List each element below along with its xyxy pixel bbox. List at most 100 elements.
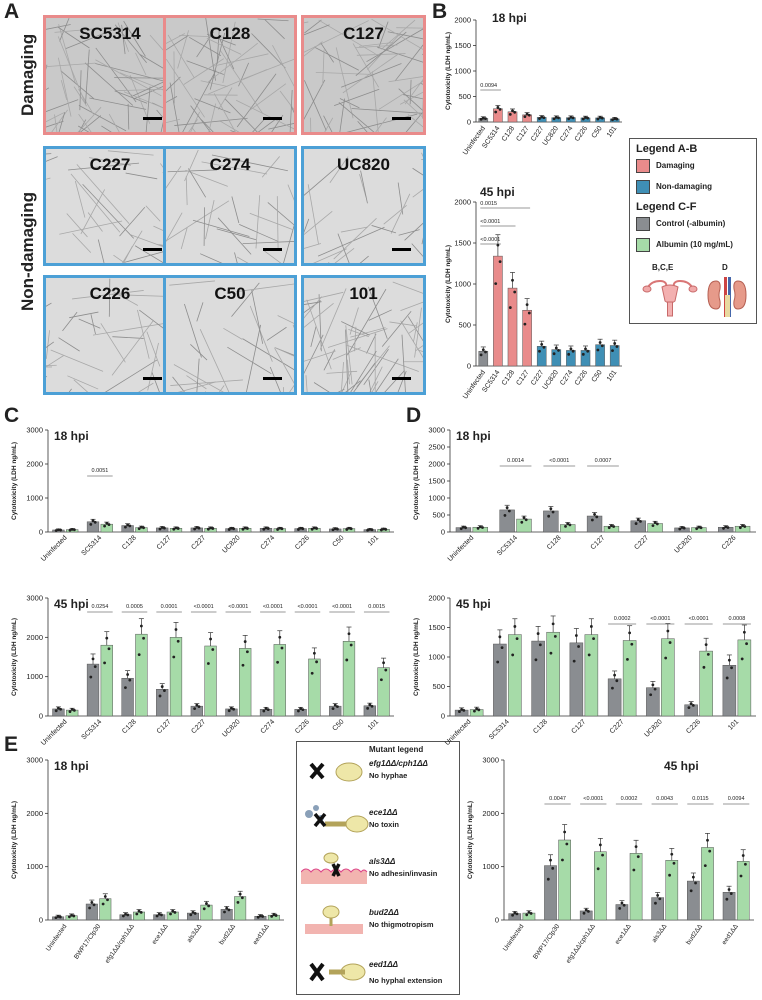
x-tick-label: SC5314 <box>496 534 519 557</box>
data-point <box>197 526 201 530</box>
data-point <box>565 842 569 846</box>
data-point <box>697 525 701 529</box>
x-tick-label: C227 <box>190 718 207 735</box>
data-point <box>508 112 512 116</box>
data-point <box>498 260 502 264</box>
data-point <box>297 709 300 713</box>
data-point <box>256 915 260 919</box>
data-point <box>227 528 231 531</box>
chart-c-18hpi: 0 1000 2000 3000 Cytotoxicity (LDH ng/mL) 18 … <box>11 426 394 563</box>
data-point <box>680 526 684 529</box>
data-point <box>612 525 616 528</box>
data-point <box>682 526 686 530</box>
data-point <box>227 908 231 912</box>
data-point <box>538 349 541 353</box>
y-tick-label: 3000 <box>26 756 43 765</box>
data-point <box>139 525 143 529</box>
x-tick-label: C128 <box>546 534 563 551</box>
bar <box>508 913 522 921</box>
data-point <box>126 523 130 527</box>
data-point <box>534 658 538 662</box>
y-tick-label: 1000 <box>482 862 499 871</box>
data-point <box>581 352 585 356</box>
bar <box>684 704 698 717</box>
p-value-label: 0.0047 <box>549 796 566 802</box>
micrograph-tile: C227 <box>43 146 177 266</box>
data-point <box>634 845 638 849</box>
x-tick-label: UC820 <box>542 125 560 147</box>
data-point <box>615 345 619 348</box>
y-tick-label: 2000 <box>26 633 43 642</box>
p-value-label: <0.0001 <box>549 458 569 464</box>
p-value-label: <0.0001 <box>583 796 603 802</box>
data-point <box>173 911 177 914</box>
data-point <box>741 854 745 857</box>
data-point <box>584 347 587 351</box>
data-point <box>670 852 674 856</box>
data-point <box>571 349 575 353</box>
x-tick-label: 101 <box>727 718 740 731</box>
data-point <box>520 520 524 524</box>
bar <box>220 909 233 921</box>
data-point <box>209 526 212 530</box>
data-point <box>478 525 482 529</box>
legend-swatch-control <box>636 217 650 231</box>
data-point <box>158 527 162 531</box>
data-point <box>272 913 276 917</box>
data-point <box>174 628 178 631</box>
scale-bar <box>263 377 282 380</box>
data-point <box>89 675 93 679</box>
y-tick-label: 3000 <box>428 426 445 435</box>
chart-d-18hpi: 0 500 1000 1500 2000 2500 3000 Cytotoxicity (LD… <box>413 426 756 563</box>
bar <box>225 708 238 717</box>
data-point <box>476 527 480 530</box>
data-point <box>160 526 164 529</box>
data-point <box>730 666 733 670</box>
data-point <box>473 709 476 713</box>
x-tick-label: UC820 <box>221 534 241 554</box>
data-point <box>176 639 180 643</box>
data-point <box>54 709 58 713</box>
bar <box>190 705 203 717</box>
mutant-gene-3: bud2ΔΔ <box>369 908 399 917</box>
y-tick-label: 1000 <box>26 672 43 681</box>
p-value-label: <0.0001 <box>297 604 317 610</box>
data-point <box>620 901 624 905</box>
data-point <box>195 703 199 707</box>
data-point <box>549 507 553 511</box>
data-point <box>142 636 145 640</box>
data-point <box>121 914 125 918</box>
y-axis-label: Cytotoxicity (LDH ng/mL) <box>413 442 420 520</box>
data-point <box>740 657 744 661</box>
data-point <box>653 687 657 691</box>
data-point <box>672 861 676 865</box>
data-point <box>103 661 106 665</box>
y-tick-label: 1000 <box>26 862 43 871</box>
data-point <box>703 864 707 867</box>
hyphae-texture <box>304 18 423 132</box>
data-point <box>590 518 594 522</box>
data-point <box>172 527 176 531</box>
data-point <box>540 115 544 119</box>
p-value-label: 0.0094 <box>480 83 497 89</box>
data-point <box>126 673 130 676</box>
data-point <box>124 912 127 916</box>
data-point <box>498 635 502 639</box>
data-point <box>694 881 697 885</box>
data-point <box>581 117 585 121</box>
legend-label-damaging: Damaging <box>656 161 695 170</box>
data-point <box>554 115 558 119</box>
bar <box>342 641 356 717</box>
data-point <box>205 902 208 905</box>
data-point <box>310 527 314 531</box>
data-point <box>126 913 130 917</box>
data-point <box>333 527 337 531</box>
data-point <box>592 637 595 641</box>
data-point <box>598 843 602 847</box>
x-tick-label: Uninfected <box>40 534 69 563</box>
y-tick-label: 1000 <box>454 67 471 76</box>
x-tick-label: C127 <box>515 125 530 143</box>
data-point <box>507 509 511 513</box>
bar <box>259 709 273 717</box>
y-tick-label: 1500 <box>428 477 445 486</box>
